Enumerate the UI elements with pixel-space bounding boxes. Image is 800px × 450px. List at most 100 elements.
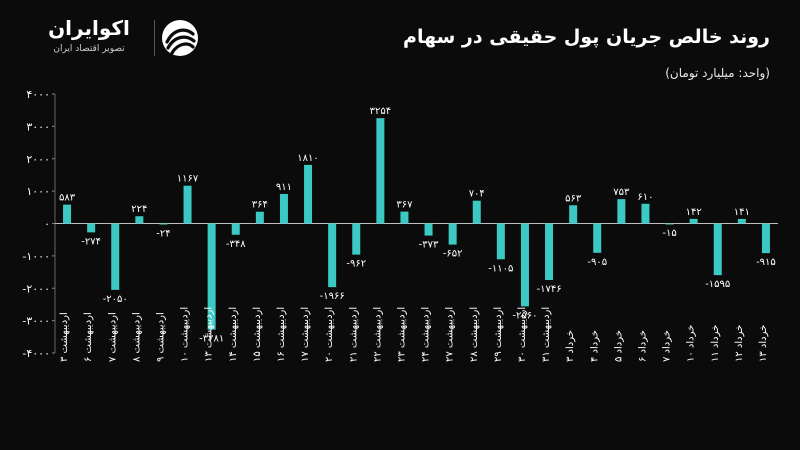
y-axis: ۴۰۰۰ ۳۰۰۰ ۲۰۰۰ ۱۰۰۰ ۰ -۱۰۰۰ -۲۰۰۰ -۳۰۰۰ -۴۰۰۰ (22, 88, 56, 360)
data-label: -۲۰۵۰ (103, 294, 128, 305)
brand-logo: اکوایران تصویر اقتصاد ایران (30, 16, 200, 60)
data-label: -۳۴۸ (226, 239, 246, 250)
data-label: -۱۱۰۵ (488, 263, 513, 274)
data-label: ۷۵۳ (613, 187, 630, 198)
bar (713, 223, 722, 276)
x-tick-label: اردیبهشت ۸ (131, 312, 142, 362)
x-tick-label: اردیبهشت ۲۱ (348, 307, 359, 362)
data-label: -۱۹۶۶ (320, 291, 345, 302)
data-label: ۱۸۱۰ (297, 153, 318, 164)
bar (448, 223, 457, 245)
data-label: ۳۶۷ (396, 200, 413, 211)
bar (159, 223, 168, 225)
x-tick-label: اردیبهشت ۹ (155, 312, 166, 362)
x-tick-label: خرداد ۱۲ (734, 325, 745, 362)
bar (135, 216, 144, 224)
y-tick-label: ۲۰۰۰ (26, 153, 50, 166)
data-label: ۷۰۴ (469, 189, 485, 200)
data-label: ۵۶۳ (565, 193, 582, 204)
y-tick-label: ۴۰۰۰ (26, 88, 50, 101)
bar (352, 223, 361, 255)
data-label: -۲۵۶۰ (512, 310, 537, 321)
x-tick-label: اردیبهشت ۱۵ (252, 307, 263, 362)
data-label: ۱۱۶۷ (177, 174, 199, 185)
data-label: ۹۱۱ (276, 182, 292, 193)
ecoiran-logo-icon (162, 20, 198, 56)
x-tick-label: اردیبهشت ۲۸ (469, 307, 480, 362)
chart-title: روند خالص جریان پول حقیقی در سهام (403, 26, 770, 48)
data-label: -۱۵ (662, 228, 676, 239)
x-tick-label: اردیبهشت ۲۲ (372, 307, 383, 362)
bar (689, 218, 698, 224)
data-label: -۱۵۹۵ (705, 279, 730, 290)
data-label: -۹۱۵ (756, 257, 776, 268)
x-tick-label: اردیبهشت ۱۴ (228, 307, 239, 362)
data-label: -۱۷۴۶ (537, 284, 562, 295)
bar (520, 223, 529, 307)
bar (279, 194, 288, 224)
x-tick-label: اردیبهشت ۱۷ (300, 307, 311, 362)
x-tick-label: اردیبهشت ۳۰ (517, 307, 528, 362)
data-label: -۳۲۸۱ (199, 334, 224, 345)
x-tick-label: اردیبهشت ۶ (83, 312, 94, 362)
bar (496, 223, 505, 260)
data-label: -۹۶۲ (346, 259, 366, 270)
bar (737, 218, 746, 224)
bar (255, 211, 264, 224)
data-label: ۳۲۵۴ (370, 106, 391, 117)
y-tick-label: -۳۰۰۰ (22, 315, 50, 328)
x-tick-label: خرداد ۵ (613, 330, 624, 362)
data-label: -۲۷۴ (81, 236, 101, 247)
bar (761, 223, 770, 254)
x-axis: اردیبهشت ۳ اردیبهشت ۶ اردیبهشت ۷ اردیبهشت ۸… (59, 307, 769, 362)
x-tick-label: اردیبهشت ۲۰ (324, 307, 335, 362)
x-tick-label: اردیبهشت ۷ (107, 312, 118, 362)
bar (207, 223, 216, 330)
bar (400, 211, 409, 224)
bar (617, 199, 626, 224)
bar (545, 223, 554, 281)
bar (472, 200, 481, 224)
x-tick-label: اردیبهشت ۲۹ (493, 307, 504, 362)
data-label: ۶۱۰ (637, 192, 653, 203)
bars (63, 118, 770, 330)
bar (593, 223, 602, 253)
data-label: ۱۴۲ (686, 207, 702, 218)
data-label: -۹۰۵ (587, 257, 607, 268)
y-tick-label: ۰ (44, 218, 50, 231)
data-label: ۳۶۴ (252, 200, 268, 211)
logo-divider (154, 20, 155, 56)
x-tick-label: اردیبهشت ۳۱ (541, 307, 552, 362)
bar (304, 164, 313, 224)
bar (376, 118, 385, 224)
bar (569, 205, 578, 224)
bar (63, 204, 72, 224)
data-label: -۲۴ (156, 228, 170, 239)
bar (424, 223, 433, 236)
data-label: ۵۸۳ (59, 193, 76, 204)
x-tick-label: اردیبهشت ۲۴ (421, 307, 432, 362)
x-tick-label: اردیبهشت ۲۳ (396, 307, 407, 362)
x-tick-label: اردیبهشت ۳ (59, 312, 70, 362)
x-tick-label: خرداد ۳ (565, 330, 576, 362)
x-tick-label: اردیبهشت ۱۶ (276, 307, 287, 362)
logo-subtitle: تصویر اقتصاد ایران (53, 44, 125, 54)
bar (231, 223, 240, 235)
bar (111, 223, 120, 290)
data-label: ۲۲۴ (131, 204, 147, 215)
bar (641, 203, 650, 224)
y-tick-label: -۲۰۰۰ (22, 282, 50, 295)
bar (665, 223, 674, 225)
data-label: -۶۵۲ (443, 249, 463, 260)
x-tick-label: اردیبهشت ۱۳ (204, 307, 215, 362)
bar (183, 185, 192, 224)
bar (328, 223, 337, 288)
x-tick-label: اردیبهشت ۱۰ (180, 307, 191, 362)
x-tick-label: خرداد ۷ (662, 330, 673, 362)
y-tick-label: ۱۰۰۰ (26, 185, 50, 198)
y-tick-label: -۱۰۰۰ (22, 250, 50, 263)
bar (87, 223, 96, 233)
value-labels: ۵۸۳ -۲۷۴ -۲۰۵۰ ۲۲۴ -۲۴ ۱۱۶۷ -۳۲۸۱ -۳۴۸ ۳۶۴ ۹۱۱ ۱۸۱… (59, 106, 776, 345)
